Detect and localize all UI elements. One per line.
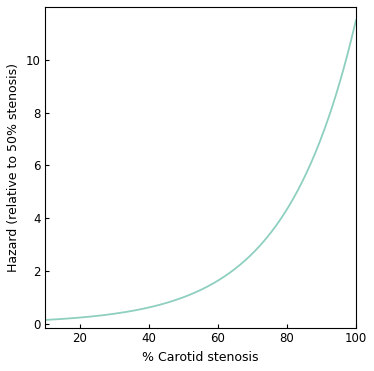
X-axis label: % Carotid stenosis: % Carotid stenosis [142, 351, 259, 364]
Y-axis label: Hazard (relative to 50% stenosis): Hazard (relative to 50% stenosis) [7, 63, 20, 272]
